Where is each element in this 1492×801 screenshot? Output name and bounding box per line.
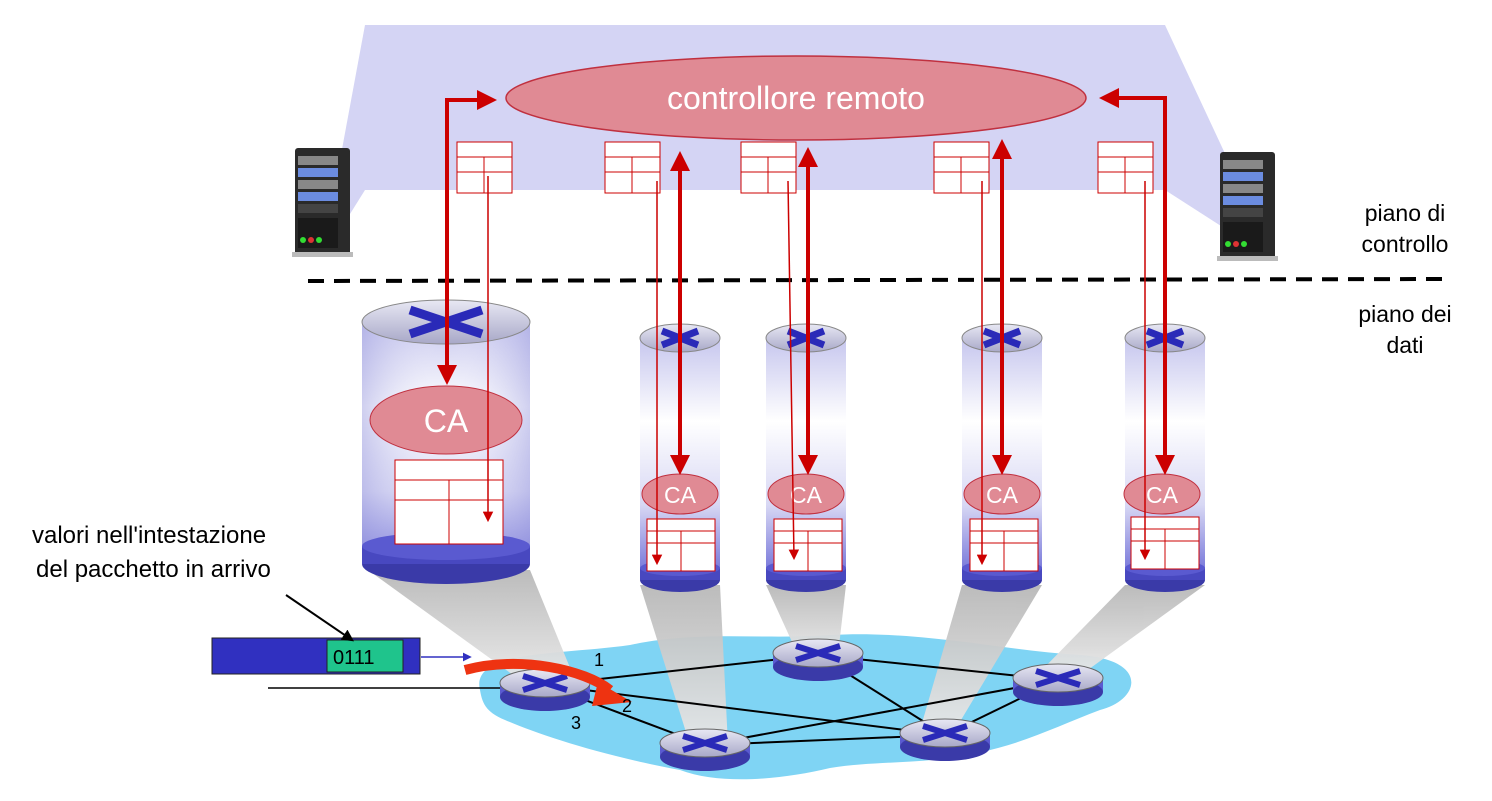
router-a xyxy=(499,668,591,711)
control-channels xyxy=(437,88,1175,475)
server-icon-right xyxy=(1217,152,1278,261)
router-c xyxy=(659,728,751,771)
data-plane-label-line1: piano dei xyxy=(1358,301,1451,327)
packet-caption-line2: del pacchetto in arrivo xyxy=(36,556,271,583)
packet-caption-line1: valori nell'intestazione xyxy=(32,522,266,549)
ctrl-table-2 xyxy=(604,141,661,194)
flow-table-4 xyxy=(969,518,1039,572)
port-label-3: 3 xyxy=(571,713,581,733)
router-d xyxy=(899,718,991,761)
table-install-arrows xyxy=(482,176,1151,566)
ca-label-5: CA xyxy=(1146,482,1179,508)
port-label-2: 2 xyxy=(622,696,632,716)
forwarding-arrow-head xyxy=(592,682,632,706)
server-icon-left xyxy=(292,148,353,257)
ca-label-large: CA xyxy=(424,403,469,439)
remote-controller xyxy=(505,55,1087,141)
ctrl-table-3 xyxy=(740,141,797,194)
control-plane-label-line2: controllo xyxy=(1362,231,1449,257)
caption-pointer xyxy=(285,594,354,642)
router-b xyxy=(772,638,864,681)
packet: 0111 xyxy=(211,637,472,675)
ctrl-table-4 xyxy=(933,141,990,194)
flow-table-large xyxy=(394,459,504,545)
packet-header-value: 0111 xyxy=(333,647,375,669)
router-e xyxy=(1012,663,1104,706)
projection-beams xyxy=(368,570,1205,745)
channel-5 xyxy=(1099,88,1175,475)
ca-ellipse-large xyxy=(369,385,523,455)
ctrl-table-1 xyxy=(456,141,513,194)
control-agents: CA CA CA CA CA xyxy=(369,385,1201,515)
packet-header xyxy=(326,639,404,673)
port-label-1: 1 xyxy=(594,650,604,670)
control-plane-label-line1: piano di xyxy=(1365,200,1446,226)
plane-divider xyxy=(307,277,1446,283)
remote-controller-label: controllore remoto xyxy=(667,80,925,116)
network-routers xyxy=(499,638,1104,771)
flow-table-3 xyxy=(773,518,843,572)
ca-label-3: CA xyxy=(790,482,823,508)
channel-1 xyxy=(437,90,497,385)
ca-label-4: CA xyxy=(986,482,1019,508)
ca-label-2: CA xyxy=(664,482,697,508)
data-plane-label-line2: dati xyxy=(1386,332,1423,358)
flow-table-5 xyxy=(1130,516,1200,570)
